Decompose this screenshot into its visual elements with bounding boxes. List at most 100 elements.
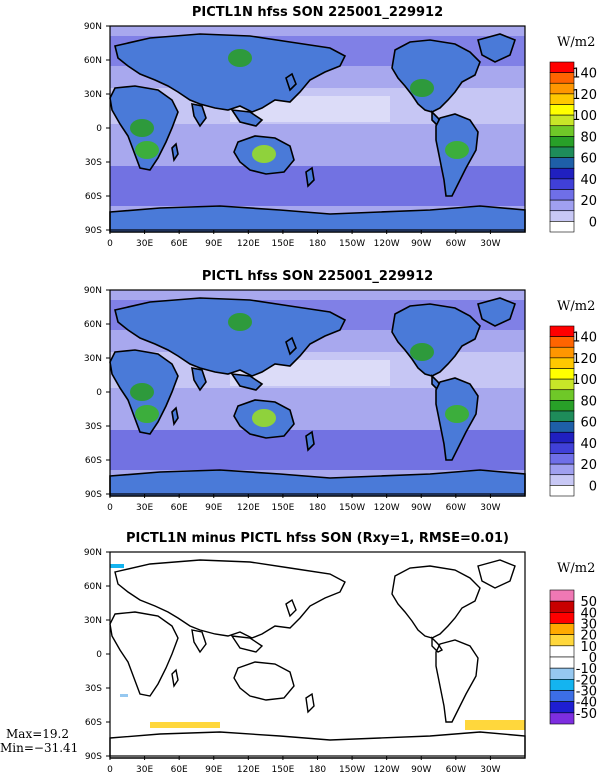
lat-label: 0	[96, 388, 102, 398]
lat-label: 60S	[85, 718, 102, 728]
lat-label: 30N	[84, 90, 102, 100]
colorbar-label: -40	[576, 696, 597, 711]
lon-label: 60W	[446, 765, 466, 775]
lon-label: 90E	[205, 503, 222, 513]
colorbar-swatch	[549, 623, 575, 635]
colorbar-swatch	[549, 410, 575, 422]
lat-label: 0	[96, 650, 102, 660]
colorbar-label: 30	[580, 618, 597, 633]
colorbar-swatch	[549, 474, 575, 486]
lon-label: 30W	[480, 765, 500, 775]
colorbar-label: 40	[580, 606, 597, 621]
lon-label: 150E	[271, 765, 294, 775]
lon-label: 30E	[136, 503, 153, 513]
min-value: Min=−31.41	[0, 741, 78, 755]
colorbar-swatch	[549, 336, 575, 348]
colorbar-swatch	[549, 656, 575, 669]
land-flux-spot	[135, 405, 159, 423]
lat-label: 30S	[85, 422, 102, 432]
lat-label: 30S	[85, 158, 102, 168]
colorbar-label: -10	[576, 662, 597, 677]
lon-label: 90E	[205, 765, 222, 775]
lon-label: 30E	[136, 765, 153, 775]
colorbar-swatch	[549, 431, 575, 444]
colorbar: 0 20 40 60 80 100 120 140	[549, 325, 597, 497]
max-value: Max=19.2	[6, 727, 69, 741]
land-flux-spot	[252, 409, 276, 427]
colorbar-label: 20	[580, 194, 597, 209]
colorbar-swatch	[549, 589, 575, 602]
colorbar-swatch	[549, 189, 575, 201]
units-label: W/m2	[557, 299, 595, 314]
colorbar-swatch	[549, 114, 575, 127]
lat-label: 30S	[85, 684, 102, 694]
lon-label: 90W	[411, 239, 431, 249]
colorbar-label: 120	[572, 88, 597, 103]
colorbar-swatch	[549, 199, 575, 212]
colorbar-swatch	[549, 136, 575, 148]
lon-label: 150W	[339, 765, 365, 775]
lon-label: 120W	[374, 239, 400, 249]
colorbar-swatch	[549, 485, 575, 497]
lon-label: 120E	[237, 503, 260, 513]
colorbar-swatch	[549, 645, 575, 658]
colorbar-label: -30	[576, 685, 597, 700]
lon-label: 150W	[339, 503, 365, 513]
lon-label: 180	[309, 765, 326, 775]
lon-label: 120E	[237, 765, 260, 775]
colorbar-swatch	[549, 146, 575, 158]
colorbar-swatch	[549, 400, 575, 412]
colorbar-swatch	[549, 679, 575, 691]
colorbar-swatch	[549, 104, 575, 116]
lat-label: 60N	[84, 56, 102, 66]
colorbar-swatch	[549, 357, 575, 369]
diff-patch-south-atlantic	[120, 694, 128, 697]
land-flux-spot	[130, 119, 154, 137]
lon-label: 0	[107, 765, 113, 775]
lon-label: 60E	[171, 503, 188, 513]
lon-label: 120E	[237, 239, 260, 249]
lat-label: 90S	[85, 490, 102, 500]
colorbar-swatch	[549, 167, 575, 180]
land-flux-spot	[228, 49, 252, 67]
lat-label: 90N	[84, 22, 102, 32]
lon-label: 0	[107, 503, 113, 513]
lat-label: 90S	[85, 752, 102, 762]
land-flux-spot	[252, 145, 276, 163]
colorbar-swatch	[549, 368, 575, 380]
colorbar-label: 140	[572, 331, 597, 346]
colorbar-label: -20	[576, 673, 597, 688]
land-flux-spot	[228, 313, 252, 331]
colorbar-swatch	[549, 325, 575, 337]
land-flux-spot	[445, 405, 469, 423]
colorbar-swatch	[549, 600, 575, 613]
colorbar-label: 80	[580, 130, 597, 145]
lon-label: 30E	[136, 239, 153, 249]
colorbar-swatch	[549, 712, 575, 725]
colorbar-swatch	[549, 612, 575, 624]
diff-patch-southern-1	[150, 722, 220, 728]
lat-label: 60N	[84, 320, 102, 330]
lon-label: 120W	[374, 503, 400, 513]
colorbar-swatch	[549, 346, 575, 359]
colorbar-swatch	[549, 210, 575, 222]
land-flux-spot	[410, 343, 434, 361]
lon-label: 60W	[446, 503, 466, 513]
colorbar-swatch	[549, 221, 575, 233]
colorbar-label: 100	[572, 373, 597, 388]
land-flux-spot	[445, 141, 469, 159]
colorbar-swatch	[549, 442, 575, 454]
diff-patch-southern-2	[465, 720, 525, 730]
colorbar-label: 60	[580, 416, 597, 431]
colorbar-label: 100	[572, 109, 597, 124]
colorbar: 0 20 40 60 80 100 120 140	[549, 61, 597, 233]
colorbar-label: 10	[580, 640, 597, 655]
colorbar-swatch	[549, 72, 575, 84]
colorbar-label: 80	[580, 394, 597, 409]
colorbar-swatch	[549, 93, 575, 105]
colorbar-label: 0	[589, 651, 597, 666]
diff-patch-arctic	[110, 564, 124, 568]
lon-label: 150E	[271, 239, 294, 249]
